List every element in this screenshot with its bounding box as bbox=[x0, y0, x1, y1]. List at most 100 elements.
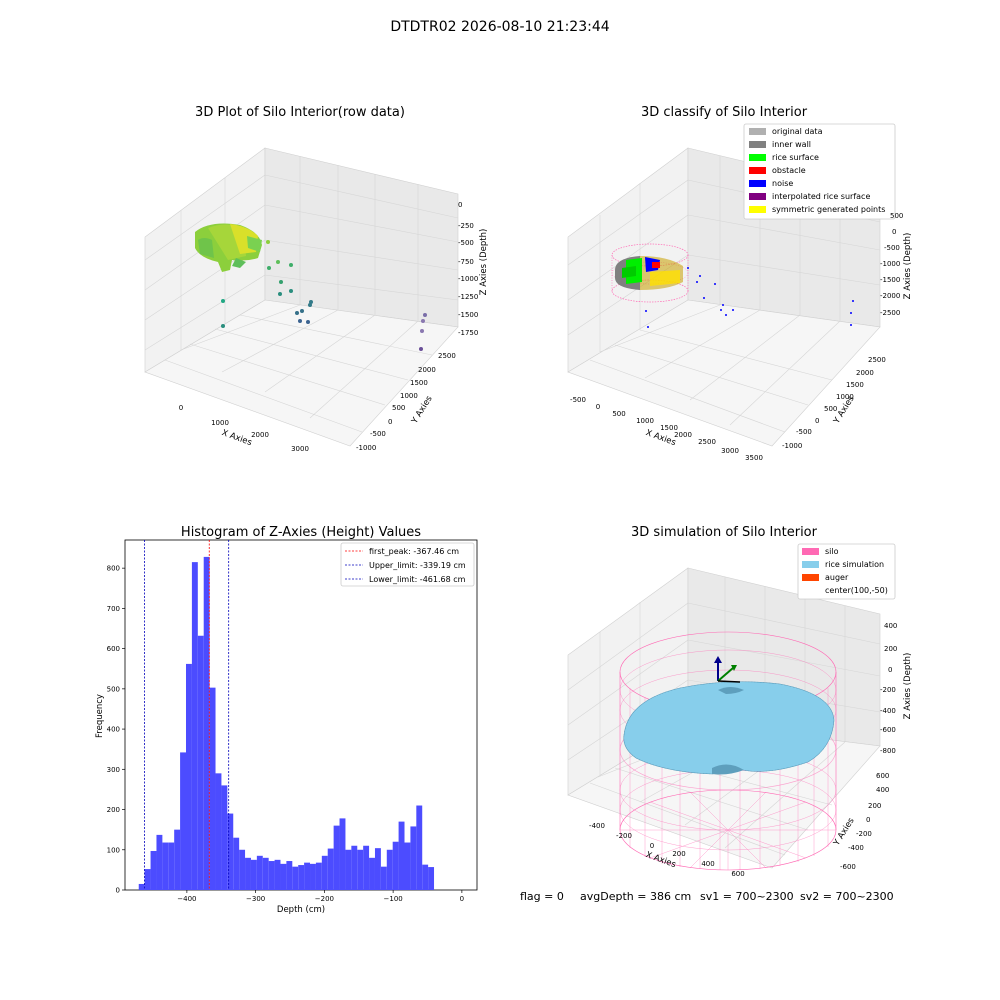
raw-3d-axes-box bbox=[144, 147, 459, 447]
simulation-3d-panel: 3D simulation of Silo Interior bbox=[567, 525, 913, 878]
histogram-y-tick-label: 300 bbox=[107, 766, 120, 774]
svg-text:2500: 2500 bbox=[868, 356, 886, 364]
svg-text:1500: 1500 bbox=[410, 379, 428, 387]
histogram-bar bbox=[339, 818, 346, 890]
histogram-bar bbox=[386, 849, 393, 890]
histogram-bar bbox=[256, 855, 263, 890]
raw-data-3d-panel: 3D Plot of Silo Interior(row data) bbox=[144, 105, 489, 453]
histogram-bar bbox=[233, 837, 240, 890]
simulation-panel-title: 3D simulation of Silo Interior bbox=[631, 525, 818, 540]
svg-text:-500: -500 bbox=[796, 428, 812, 436]
histogram-bar bbox=[345, 849, 352, 890]
status-avg-depth: avgDepth = 386 cm bbox=[580, 890, 691, 903]
histogram-bar bbox=[392, 841, 399, 890]
svg-text:-1500: -1500 bbox=[458, 311, 478, 319]
histogram-bar bbox=[380, 866, 387, 890]
histogram-x-ticks: −400 −300 −200 −100 0 bbox=[177, 890, 464, 903]
histogram-x-tick-label: −100 bbox=[384, 895, 403, 903]
svg-text:-400: -400 bbox=[848, 844, 864, 852]
histogram-y-tick-label: 800 bbox=[107, 565, 120, 573]
histogram-y-tick-label: 700 bbox=[107, 605, 120, 613]
legend-label-upper-limit: Upper_limit: -339.19 cm bbox=[369, 561, 466, 570]
svg-text:200: 200 bbox=[672, 850, 685, 858]
svg-text:500: 500 bbox=[392, 404, 405, 412]
svg-text:2500: 2500 bbox=[438, 352, 456, 360]
histogram-y-tick-label: 500 bbox=[107, 685, 120, 693]
svg-text:0: 0 bbox=[458, 201, 462, 209]
legend-label-silo: silo bbox=[825, 547, 839, 556]
histogram-bar bbox=[357, 849, 364, 890]
legend-swatch-interpolated bbox=[749, 193, 766, 200]
svg-text:2500: 2500 bbox=[698, 438, 716, 446]
histogram-bar bbox=[215, 773, 222, 890]
svg-text:0: 0 bbox=[815, 417, 819, 425]
histogram-bar bbox=[310, 863, 316, 890]
legend-swatch-obstacle bbox=[749, 167, 766, 174]
legend-swatch-rice-simulation bbox=[802, 561, 819, 568]
classified-x-tick-labels: -500 0 500 1000 1500 2000 2500 3000 3500 bbox=[570, 396, 763, 462]
legend-label-inner-wall: inner wall bbox=[772, 140, 811, 149]
histogram-y-tick-label: 0 bbox=[116, 887, 120, 895]
raw-z-axis-label: Z Axies (Depth) bbox=[479, 229, 489, 296]
svg-text:3000: 3000 bbox=[291, 445, 309, 453]
svg-text:-1750: -1750 bbox=[458, 329, 478, 337]
histogram-x-axis-label: Depth (cm) bbox=[277, 905, 325, 915]
legend-label-first-peak: first_peak: -367.46 cm bbox=[369, 547, 459, 556]
svg-text:-200: -200 bbox=[616, 832, 632, 840]
svg-text:-500: -500 bbox=[884, 244, 900, 252]
histogram-bar bbox=[245, 857, 251, 890]
histogram-bar bbox=[221, 785, 228, 890]
classified-legend: original data inner wall rice surface ob… bbox=[743, 123, 896, 220]
raw-z-tick-labels: 0 -250 -500 -750 -1000 -1250 -1500 -1750 bbox=[458, 201, 478, 337]
histogram-bar bbox=[168, 842, 175, 890]
histogram-bar bbox=[268, 861, 275, 890]
raw-x-tick-labels: 0 1000 2000 3000 bbox=[179, 404, 309, 453]
histogram-bar bbox=[162, 842, 169, 890]
simulation-z-axis-label: Z Axies (Depth) bbox=[903, 653, 913, 720]
status-line: flag = 0 avgDepth = 386 cm sv1 = 700~230… bbox=[520, 890, 894, 903]
raw-panel-title: 3D Plot of Silo Interior(row data) bbox=[195, 105, 405, 120]
histogram-bar bbox=[239, 849, 246, 890]
legend-label-obstacle: obstacle bbox=[772, 166, 806, 175]
histogram-x-tick-label: 0 bbox=[460, 895, 464, 903]
histogram-bar bbox=[404, 842, 411, 890]
svg-text:-400: -400 bbox=[880, 707, 896, 715]
histogram-panel: Histogram of Z-Axies (Height) Values 0 10… bbox=[95, 525, 478, 915]
svg-text:2000: 2000 bbox=[418, 366, 436, 374]
legend-label-center: center(100,-50) bbox=[825, 586, 888, 595]
status-sv1: sv1 = 700~2300 bbox=[700, 890, 794, 903]
histogram-bar bbox=[150, 850, 157, 890]
histogram-bar bbox=[416, 805, 423, 890]
svg-text:0: 0 bbox=[388, 418, 392, 426]
svg-text:400: 400 bbox=[884, 622, 897, 630]
classified-noise-points bbox=[645, 267, 854, 328]
legend-swatch-symmetric bbox=[749, 206, 766, 213]
legend-swatch-rice-surface bbox=[749, 154, 766, 161]
svg-text:-2500: -2500 bbox=[880, 309, 900, 317]
histogram-bars bbox=[138, 556, 435, 890]
histogram-bar bbox=[144, 869, 151, 890]
svg-text:0: 0 bbox=[892, 228, 896, 236]
legend-label-lower-limit: Lower_limit: -461.68 cm bbox=[369, 575, 466, 584]
figure-suptitle: DTDTR02 2026-08-10 21:23:44 bbox=[390, 19, 609, 35]
legend-swatch-noise bbox=[749, 180, 766, 187]
histogram-bar bbox=[410, 826, 417, 890]
svg-text:1500: 1500 bbox=[660, 424, 678, 432]
svg-text:-1250: -1250 bbox=[458, 293, 478, 301]
svg-text:-1000: -1000 bbox=[880, 260, 900, 268]
histogram-bar bbox=[180, 752, 186, 890]
histogram-y-tick-label: 600 bbox=[107, 645, 120, 653]
svg-text:0: 0 bbox=[650, 842, 654, 850]
classified-silo-points bbox=[611, 243, 689, 303]
legend-swatch-original-data bbox=[749, 128, 766, 135]
svg-text:-750: -750 bbox=[458, 258, 474, 266]
svg-text:-500: -500 bbox=[570, 396, 586, 404]
legend-label-rice-simulation: rice simulation bbox=[825, 560, 884, 569]
histogram-bar bbox=[333, 825, 340, 890]
svg-text:-600: -600 bbox=[880, 726, 896, 734]
histogram-bar bbox=[286, 861, 293, 890]
histogram-bar bbox=[422, 864, 429, 890]
svg-text:0: 0 bbox=[866, 816, 870, 824]
legend-swatch-silo bbox=[802, 548, 819, 555]
